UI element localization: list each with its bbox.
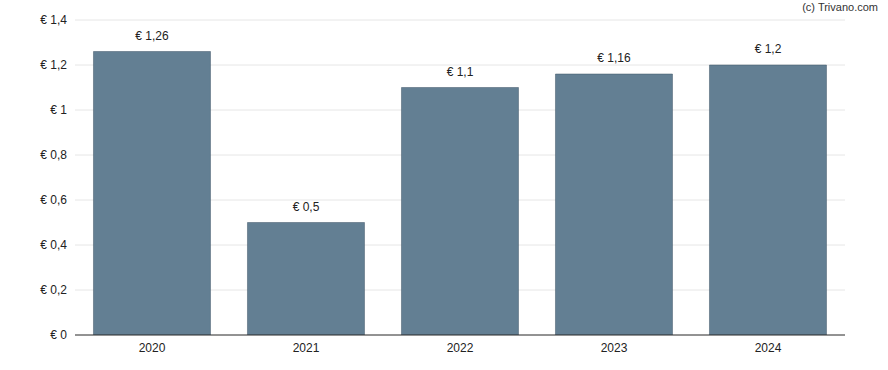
svg-text:€ 0,6: € 0,6 xyxy=(40,193,67,207)
svg-text:2023: 2023 xyxy=(601,341,628,355)
svg-text:2024: 2024 xyxy=(755,341,782,355)
svg-text:€ 0,8: € 0,8 xyxy=(40,148,67,162)
svg-text:€ 0,5: € 0,5 xyxy=(293,200,320,214)
svg-text:2021: 2021 xyxy=(293,341,320,355)
svg-text:€ 1,26: € 1,26 xyxy=(135,29,169,43)
svg-text:€ 1,2: € 1,2 xyxy=(755,42,782,56)
svg-text:2022: 2022 xyxy=(447,341,474,355)
svg-text:€ 0: € 0 xyxy=(50,328,67,342)
svg-text:€ 1: € 1 xyxy=(50,103,67,117)
svg-text:€ 0,4: € 0,4 xyxy=(40,238,67,252)
svg-text:€ 0,2: € 0,2 xyxy=(40,283,67,297)
html-text:(c) Trivano.com: (c) Trivano.com xyxy=(802,1,878,13)
svg-text:2020: 2020 xyxy=(139,341,166,355)
svg-text:€ 1,4: € 1,4 xyxy=(40,13,67,27)
svg-text:€ 1,16: € 1,16 xyxy=(597,51,631,65)
svg-text:€ 1,2: € 1,2 xyxy=(40,58,67,72)
svg-text:€ 1,1: € 1,1 xyxy=(447,65,474,79)
